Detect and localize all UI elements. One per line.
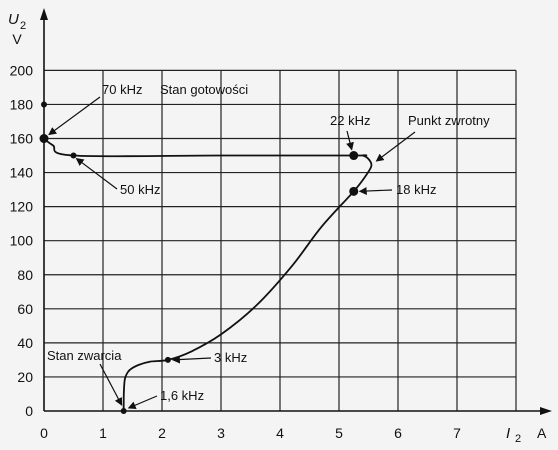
x-tick-label: 4	[276, 425, 284, 441]
x-tick-label: 2	[158, 425, 166, 441]
markers	[39, 101, 359, 414]
point-label-22khz: 22 kHz	[330, 113, 370, 128]
leader-stan-zwarcia	[99, 363, 123, 406]
axes	[40, 8, 552, 415]
y-tick-label: 120	[10, 199, 34, 215]
data-point	[349, 151, 359, 161]
x-tick-label: 0	[40, 425, 48, 441]
y-tick-label: 100	[10, 233, 34, 249]
y-tick-label: 20	[17, 369, 33, 385]
y-axis-subscript: 2	[20, 20, 26, 32]
data-point	[41, 101, 47, 108]
leader-50khz	[75, 157, 118, 190]
x-axis-unit: A	[537, 425, 547, 441]
y-axis-arrow	[40, 8, 48, 20]
data-point	[349, 186, 359, 196]
annotation-punkt-zwrotny: Punkt zwrotny	[408, 113, 490, 128]
x-tick-label: 6	[394, 425, 402, 441]
series	[43, 137, 373, 412]
leader-3khz	[171, 355, 212, 364]
x-tick-label: 1	[99, 425, 107, 441]
x-tick-label: 5	[335, 425, 343, 441]
x-axis-symbol: I	[506, 425, 510, 442]
y-tick-label: 40	[17, 335, 33, 351]
point-label-50khz: 50 kHz	[120, 182, 160, 197]
y-axis-symbol: U	[8, 11, 19, 28]
y-tick-label: 200	[10, 62, 34, 78]
x-tick-label: 7	[453, 425, 461, 441]
y-tick-label: 60	[17, 301, 33, 317]
y-tick-label: 180	[10, 96, 34, 112]
leader-punkt-zwrotny	[375, 131, 416, 162]
y-tick-label: 80	[17, 267, 33, 283]
x-axis-subscript: 2	[515, 433, 521, 445]
annotation-stan-gotowosci: Stan gotowości	[160, 82, 248, 97]
point-label-1-6khz: 1,6 kHz	[160, 388, 204, 403]
y-tick-label: 140	[10, 165, 34, 181]
leader-70khz	[48, 96, 101, 136]
y-axis-unit: V	[12, 31, 22, 47]
leader-1-6khz	[127, 395, 158, 409]
grid	[44, 69, 517, 411]
data-point	[164, 356, 171, 363]
y-tick-label: 0	[25, 403, 33, 419]
y-tick-label: 160	[10, 131, 34, 147]
point-label-18khz: 18 kHz	[396, 182, 436, 197]
data-point	[39, 134, 49, 144]
x-axis-arrow	[540, 407, 552, 415]
annotations: 70 kHz Stan gotowości 50 kHz 22 kHz Punkt zw…	[47, 82, 490, 409]
annotation-stan-zwarcia: Stan zwarcia	[47, 348, 122, 363]
x-tick-label: 3	[217, 425, 225, 441]
leader-18khz	[358, 187, 393, 196]
point-label-70khz: 70 kHz	[102, 82, 142, 97]
data-point	[120, 408, 127, 414]
data-point	[70, 152, 77, 159]
series-line	[43, 137, 373, 412]
point-label-3khz: 3 kHz	[214, 350, 247, 365]
leader-22khz	[346, 130, 354, 151]
